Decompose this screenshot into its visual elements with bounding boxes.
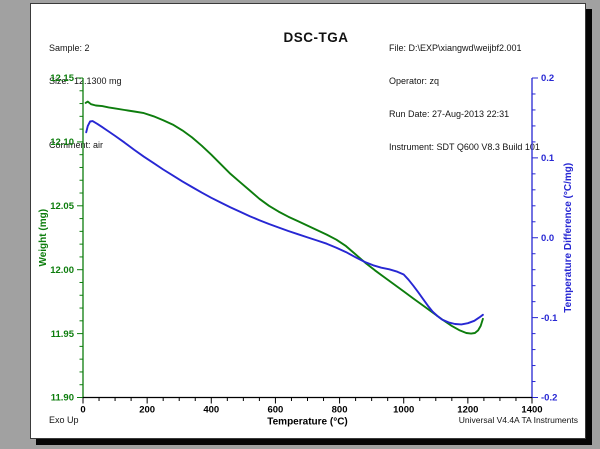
brand-label: Universal V4.4A TA Instruments bbox=[458, 415, 578, 425]
temp-difference-curve bbox=[85, 120, 484, 326]
report-page: Sample: 2 Size: 12.1300 mg Comment: air … bbox=[30, 3, 586, 439]
comment-line: Comment: air bbox=[49, 140, 104, 150]
left-tick-label: 12.05 bbox=[50, 201, 74, 212]
right-tick-label: -0.2 bbox=[541, 393, 557, 404]
sample-info-block: Sample: 2 Size: 12.1300 mg Comment: air bbox=[49, 21, 122, 173]
left-tick-label: 11.90 bbox=[51, 393, 74, 404]
left-tick-label: 12.10 bbox=[50, 137, 74, 148]
dsc-tga-chart: 11.90 11.95 12.00 12.05 12.10 12.15 -0.2 -0.1 0.… bbox=[38, 73, 574, 428]
x-tick-label: 0 bbox=[80, 405, 85, 416]
right-axis-title: Temperature Difference (°C/mg) bbox=[563, 163, 574, 313]
file-line: File: D:\EXP\xiangwd\weijbf2.001 bbox=[389, 43, 522, 53]
x-axis-title: Temperature (°C) bbox=[267, 417, 348, 428]
x-tick-label: 1000 bbox=[393, 405, 414, 416]
operator-line: Operator: zq bbox=[389, 76, 440, 86]
right-tick-label: -0.1 bbox=[541, 313, 558, 324]
right-tick-label: 0.1 bbox=[541, 153, 555, 164]
left-axis-title: Weight (mg) bbox=[38, 209, 49, 267]
x-tick-label: 800 bbox=[332, 405, 348, 416]
x-tick-label: 200 bbox=[139, 405, 155, 416]
x-tick-label: 1200 bbox=[457, 405, 478, 416]
x-tick-label: 600 bbox=[267, 405, 283, 416]
page-title: DSC-TGA bbox=[283, 30, 349, 45]
size-line: Size: 12.1300 mg bbox=[49, 76, 122, 86]
exo-up-label: Exo Up bbox=[49, 415, 79, 425]
left-tick-label: 12.15 bbox=[50, 73, 74, 84]
right-tick-label: 0.2 bbox=[541, 73, 554, 84]
run-date-line: Run Date: 27-Aug-2013 22:31 bbox=[389, 109, 510, 119]
x-tick-label: 1400 bbox=[521, 405, 542, 416]
left-tick-label: 11.95 bbox=[51, 329, 75, 340]
left-tick-label: 12.00 bbox=[50, 265, 74, 276]
x-tick-label: 400 bbox=[203, 405, 219, 416]
right-tick-label: 0.0 bbox=[541, 233, 554, 244]
sample-line: Sample: 2 bbox=[49, 43, 90, 53]
